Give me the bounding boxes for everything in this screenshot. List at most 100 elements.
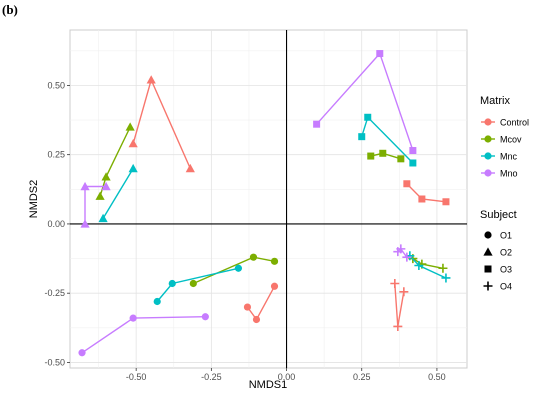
legend-subject: Subject O1 O2 O3 O4	[480, 209, 517, 292]
data-point	[95, 191, 105, 200]
x-axis-ticks: -0.50 -0.25 0.00 0.25 0.50	[126, 368, 446, 382]
data-point	[80, 181, 90, 191]
y-axis-ticks: -0.50 -0.25 0.00 0.25 0.50	[44, 80, 70, 367]
legend-item-mcov: Mcov	[481, 135, 522, 145]
legend-matrix: Matrix Control Mcov Mnc Mno	[480, 95, 529, 179]
data-point	[442, 198, 450, 206]
x-tick-label: -0.25	[201, 372, 222, 382]
series-control-o3	[403, 180, 450, 206]
data-point	[185, 163, 195, 173]
y-tick-label: 0.25	[47, 150, 65, 160]
series-mno-o3	[313, 50, 417, 155]
data-point	[397, 155, 405, 163]
legend-label: Mnc	[500, 152, 518, 162]
data-point	[201, 313, 209, 321]
data-point	[249, 253, 258, 261]
data-point	[403, 180, 411, 188]
series-mno-o4	[393, 244, 412, 262]
legend-label: O2	[500, 248, 512, 258]
legend-matrix-title: Matrix	[480, 95, 510, 107]
y-tick-label: 0.50	[47, 80, 65, 90]
plus-icon	[483, 281, 493, 291]
panel-label: (b)	[2, 2, 18, 17]
data-point	[418, 195, 426, 203]
legend-subject-title: Subject	[480, 209, 517, 221]
y-tick-label: -0.50	[44, 357, 65, 367]
legend-key-marker	[484, 152, 492, 160]
legend-item-o2: O2	[483, 247, 512, 258]
data-point	[270, 257, 279, 265]
legend-label: O3	[500, 265, 512, 275]
circle-icon	[484, 231, 492, 239]
data-point	[438, 263, 448, 273]
x-tick-label: 0.50	[428, 372, 446, 382]
square-icon	[484, 265, 492, 273]
data-point	[399, 287, 409, 297]
triangle-icon	[483, 247, 493, 256]
x-tick-label: 0.00	[278, 372, 296, 382]
reference-lines	[70, 30, 467, 368]
data-point	[168, 279, 176, 288]
data-point	[376, 50, 384, 58]
data-point	[390, 279, 400, 288]
series-line	[102, 168, 134, 219]
legend-item-control: Control	[481, 118, 529, 128]
legend-item-o4: O4	[483, 281, 512, 292]
series-mnc-o4	[405, 251, 451, 283]
x-tick-label: -0.50	[126, 372, 147, 382]
legend-label: O4	[500, 282, 512, 292]
legend-item-mnc: Mnc	[481, 152, 518, 162]
data-point	[441, 273, 451, 283]
data-point	[358, 133, 366, 141]
data-point	[129, 314, 137, 322]
series-mnc-o2	[98, 163, 138, 223]
data-point	[409, 147, 417, 155]
data-point	[98, 213, 108, 223]
data-point	[367, 152, 375, 160]
data-point	[402, 252, 412, 262]
series-mnc-o3	[358, 113, 417, 167]
data-point	[252, 315, 261, 324]
y-axis-title: NMDS2	[28, 180, 40, 219]
data-point	[313, 120, 321, 128]
data-point	[379, 149, 387, 157]
data-point	[125, 122, 135, 131]
data-point	[396, 244, 406, 254]
legend-label: O1	[500, 231, 512, 241]
legend-item-mno: Mno	[481, 169, 518, 179]
data-point	[243, 303, 252, 311]
data-point	[80, 219, 90, 228]
data-point	[234, 264, 243, 272]
legend-key-marker	[484, 169, 492, 177]
legend-label: Control	[500, 118, 529, 128]
data-point	[101, 181, 111, 191]
legend-item-o1: O1	[484, 231, 512, 241]
series-mno-o2	[80, 181, 111, 228]
legend-label: Mcov	[500, 135, 522, 145]
data-point	[364, 113, 372, 121]
series-control-o4	[390, 279, 409, 331]
data-point	[146, 75, 156, 84]
series-mnc-o1	[153, 264, 243, 306]
data-point	[409, 159, 417, 167]
series-control-o1	[243, 282, 279, 324]
data-point	[153, 297, 161, 306]
series-mcov-o3	[367, 149, 405, 163]
x-axis-title: NMDS1	[249, 379, 288, 391]
series-mno-o1	[78, 313, 209, 357]
data-point	[101, 172, 111, 181]
legend-item-o3: O3	[484, 265, 512, 275]
legend-key-marker	[484, 135, 492, 143]
data-point	[189, 279, 197, 288]
data-point	[270, 282, 279, 290]
x-tick-label: 0.25	[353, 372, 371, 382]
data-point	[78, 349, 86, 357]
plot-panel	[69, 29, 468, 369]
data-point	[128, 138, 138, 148]
data-point	[128, 163, 138, 173]
data-point	[393, 321, 403, 331]
data-series	[78, 50, 451, 357]
series-control-o2	[128, 75, 195, 173]
legend-label: Mno	[500, 169, 518, 179]
